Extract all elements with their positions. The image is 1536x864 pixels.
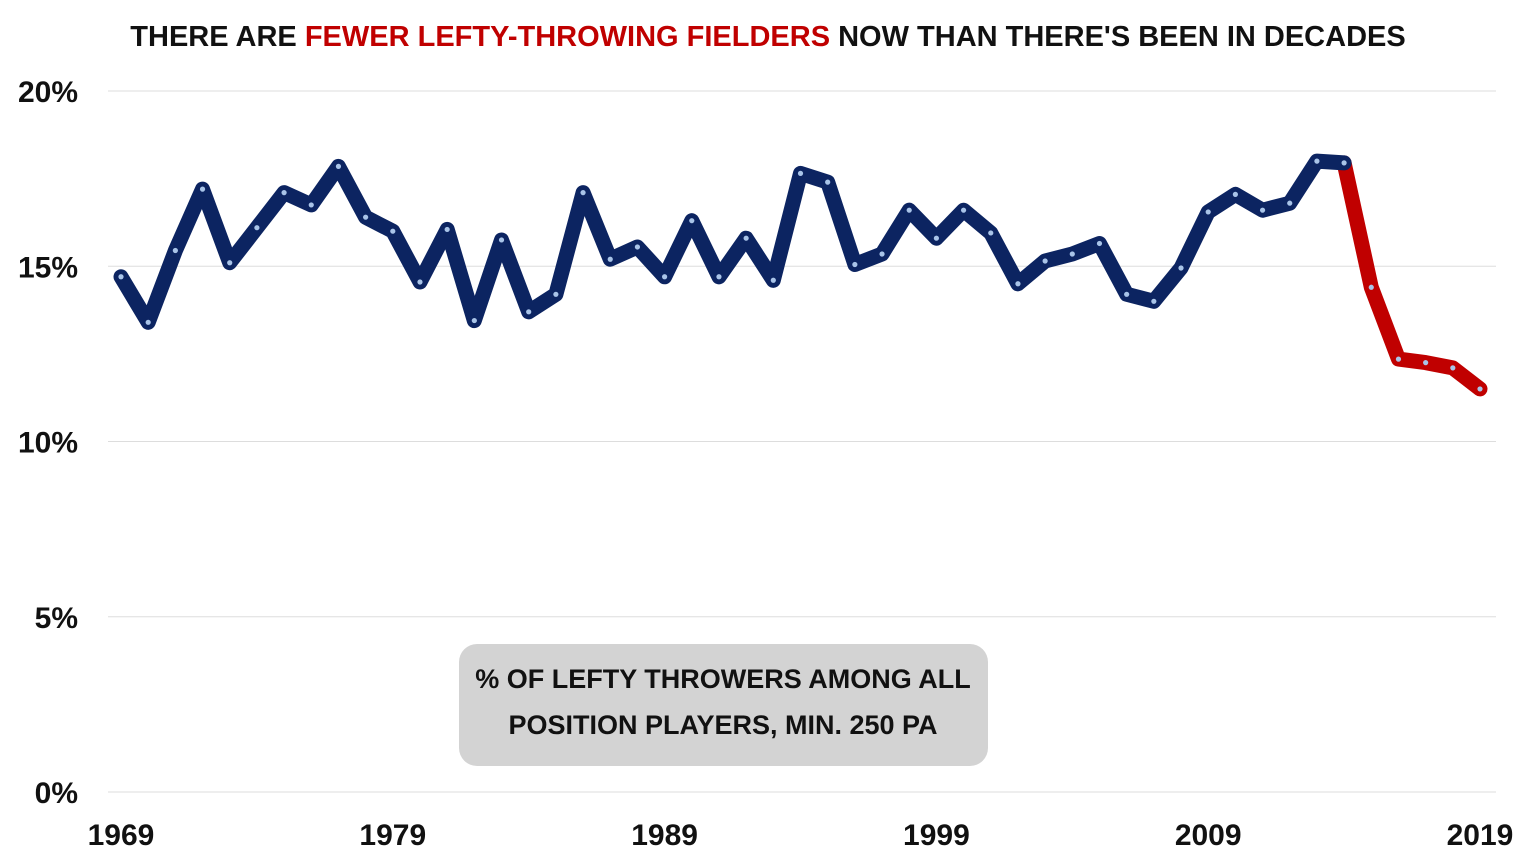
data-point xyxy=(1259,207,1266,213)
x-tick-label: 1989 xyxy=(631,819,698,852)
data-point xyxy=(444,226,450,233)
data-point xyxy=(1368,284,1374,290)
data-point xyxy=(852,261,858,268)
data-point xyxy=(1096,240,1103,247)
data-point xyxy=(254,225,260,231)
annotation-line-2: POSITION PLAYERS, MIN. 250 PA xyxy=(508,710,937,740)
data-point xyxy=(1015,281,1021,287)
data-point xyxy=(172,247,178,254)
data-point xyxy=(526,309,532,315)
data-point xyxy=(335,163,342,169)
annotation-box: % OF LEFTY THROWERS AMONG ALL POSITION P… xyxy=(459,644,988,766)
data-point xyxy=(662,274,668,280)
y-tick-label: 5% xyxy=(35,602,78,635)
y-tick-label: 20% xyxy=(18,76,78,109)
data-point xyxy=(553,291,559,297)
data-point xyxy=(906,207,912,213)
x-tick-label: 1969 xyxy=(88,819,155,852)
data-point xyxy=(1314,158,1320,164)
x-tick-label: 1999 xyxy=(903,819,970,852)
y-tick-label: 10% xyxy=(18,427,78,460)
y-tick-label: 0% xyxy=(35,777,78,810)
series xyxy=(113,153,1488,397)
data-point xyxy=(363,214,369,220)
data-point xyxy=(118,274,124,280)
data-point xyxy=(960,207,967,213)
x-tick-label: 2009 xyxy=(1175,819,1242,852)
x-tick-label: 2019 xyxy=(1447,819,1514,852)
data-point xyxy=(390,228,396,234)
data-point xyxy=(227,260,233,266)
data-point xyxy=(879,251,885,257)
data-point xyxy=(797,170,804,176)
data-point xyxy=(1341,160,1347,166)
data-point xyxy=(199,186,206,192)
data-point xyxy=(988,230,994,236)
data-point xyxy=(1287,200,1293,206)
data-point xyxy=(498,237,505,243)
data-point xyxy=(1069,251,1075,257)
data-point xyxy=(1395,356,1402,362)
data-point xyxy=(308,202,314,208)
data-point xyxy=(1232,191,1238,197)
data-point xyxy=(770,277,776,283)
data-point xyxy=(417,279,423,285)
data-point xyxy=(933,235,940,241)
data-point xyxy=(580,190,586,196)
data-point xyxy=(281,190,287,196)
x-axis-ticks: 1969 1979 1989 1999 2009 2019 xyxy=(88,819,1514,852)
data-point xyxy=(1450,365,1456,371)
title-part: NOW THAN THERE'S BEEN IN DECADES xyxy=(830,21,1406,53)
data-point xyxy=(1042,258,1048,264)
data-point xyxy=(825,179,831,185)
title-part: THERE ARE xyxy=(130,21,305,53)
data-point xyxy=(1124,291,1130,297)
data-point xyxy=(471,317,477,324)
x-tick-label: 1979 xyxy=(359,819,426,852)
data-point xyxy=(634,244,641,250)
annotation-line-1: % OF LEFTY THROWERS AMONG ALL xyxy=(475,664,970,694)
title-part-highlight: FEWER LEFTY-THROWING FIELDERS xyxy=(305,21,830,53)
annotation-background xyxy=(459,644,988,766)
y-axis-ticks: 0% 5% 10% 15% 20% xyxy=(18,76,78,810)
chart-title: THERE ARE FEWER LEFTY-THROWING FIELDERS … xyxy=(130,21,1405,53)
data-point xyxy=(145,319,151,325)
data-point xyxy=(1423,360,1429,366)
main-line xyxy=(113,153,1352,330)
data-point xyxy=(1178,265,1184,271)
y-tick-label: 15% xyxy=(18,251,78,284)
data-point xyxy=(1205,209,1211,215)
data-point xyxy=(743,235,749,241)
data-point xyxy=(607,256,613,262)
data-point xyxy=(716,274,722,280)
data-point xyxy=(689,218,695,224)
data-point xyxy=(1151,298,1157,304)
gridlines xyxy=(108,90,1496,793)
data-point xyxy=(1477,386,1483,392)
highlight-line xyxy=(1336,155,1488,397)
